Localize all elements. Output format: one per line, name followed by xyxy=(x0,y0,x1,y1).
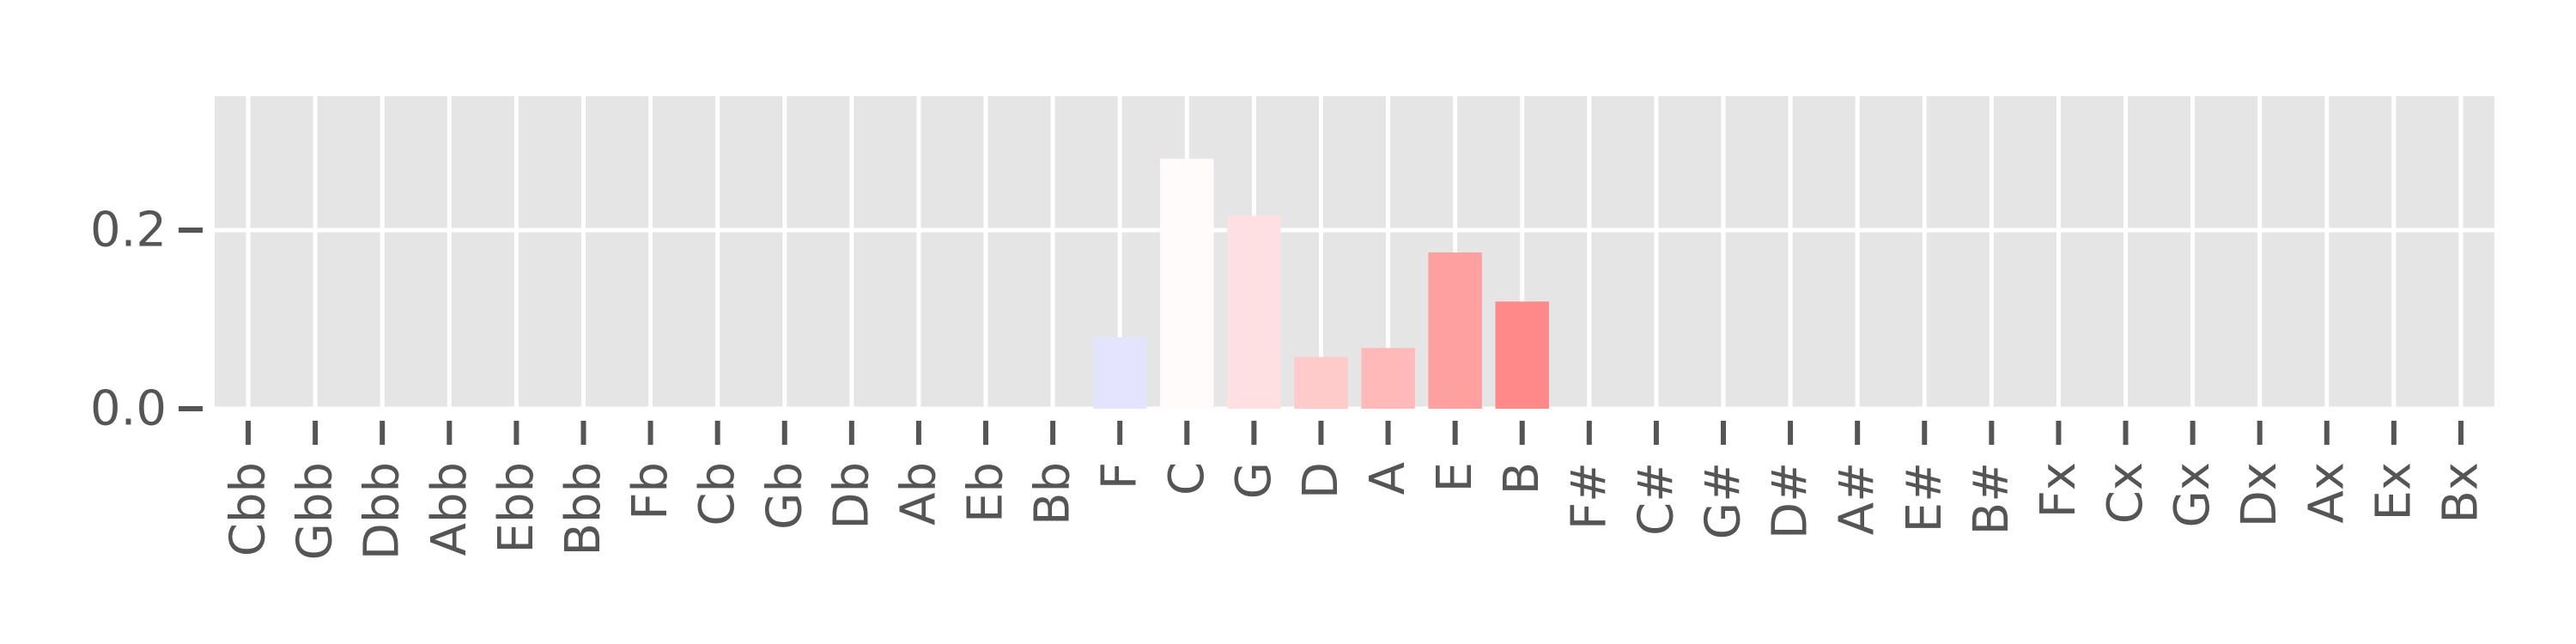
x-tick-label: Gb xyxy=(756,462,812,530)
bar-G xyxy=(1227,216,1281,409)
bar-C xyxy=(1160,158,1214,410)
x-tick-label: G xyxy=(1226,462,1282,499)
x-tick-label: Dx xyxy=(2232,462,2287,527)
x-tick-label: Bbb xyxy=(556,462,611,556)
bar-A xyxy=(1361,348,1415,409)
x-tick-label: Dbb xyxy=(355,462,410,560)
x-tick-label: Fb xyxy=(623,462,678,520)
x-tick-label: Gbb xyxy=(288,462,343,561)
x-tick-label: Db xyxy=(823,462,879,530)
y-tick-label: 0.2 xyxy=(90,203,167,258)
x-tick-label: Ax xyxy=(2299,462,2354,523)
bar-B xyxy=(1495,301,1549,409)
x-tick-label: Fx xyxy=(2031,462,2087,518)
x-tick-label: A xyxy=(1360,462,1416,495)
x-tick-label: A# xyxy=(1830,462,1886,535)
x-tick-label: C xyxy=(1159,462,1215,495)
x-tick-label: C# xyxy=(1628,462,1684,536)
x-tick-label: Ab xyxy=(890,462,946,526)
x-tick-label: F xyxy=(1092,462,1148,489)
bar-D xyxy=(1294,356,1348,409)
x-tick-label: Bb xyxy=(1025,462,1081,526)
x-tick-label: Cb xyxy=(690,462,745,526)
x-tick-label: Eb xyxy=(958,462,1014,523)
x-tick-label: Ex xyxy=(2366,462,2421,521)
x-tick-label: D xyxy=(1293,462,1349,499)
x-tick-label: B# xyxy=(1964,462,2020,535)
bar-F xyxy=(1092,337,1147,409)
x-axis: Cbb Gbb Dbb Abb Ebb Bbb Fb Cb Gb Db Ab Eb Bb F C G D A E B F… xyxy=(221,421,2488,561)
x-tick-label: Abb xyxy=(422,462,477,556)
x-tick-label: E xyxy=(1427,462,1483,492)
x-tick-label: Cx xyxy=(2098,462,2154,524)
x-tick-label: Ebb xyxy=(489,462,544,553)
y-tick-label: 0.0 xyxy=(90,381,167,437)
x-tick-label: E# xyxy=(1897,462,1953,532)
x-tick-label: F# xyxy=(1561,462,1617,530)
bar-E xyxy=(1428,252,1482,409)
x-tick-label: B xyxy=(1494,462,1550,495)
x-tick-label: Bx xyxy=(2433,462,2488,524)
plot-background xyxy=(215,96,2494,409)
bars xyxy=(1092,158,1549,410)
x-tick-label: Cbb xyxy=(221,462,276,556)
y-axis: 0.0 0.2 xyxy=(90,203,203,437)
x-tick-label: D# xyxy=(1763,462,1819,539)
x-tick-label: Gx xyxy=(2165,462,2221,528)
x-tick-label: G# xyxy=(1695,462,1751,539)
